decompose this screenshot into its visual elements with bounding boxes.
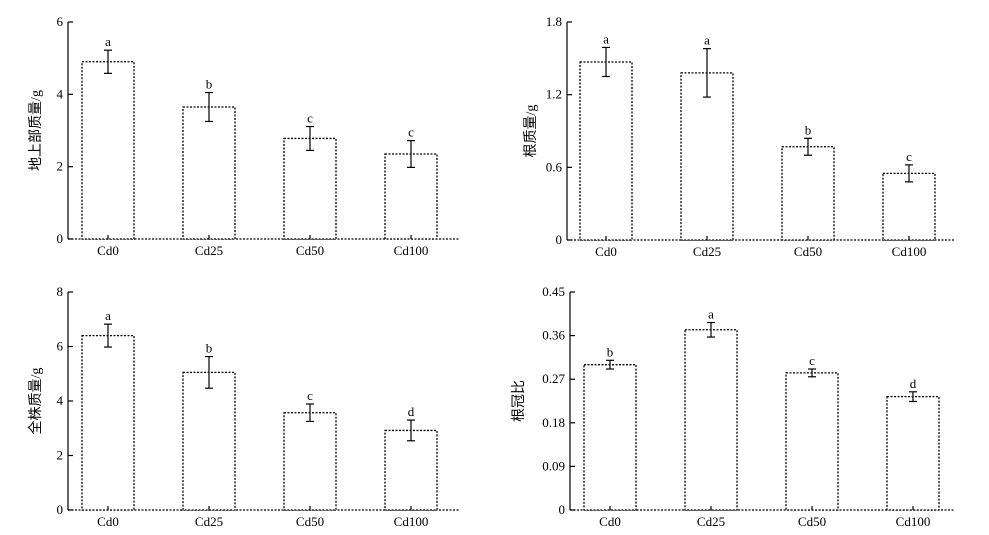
significance-label: b xyxy=(206,77,213,92)
bar xyxy=(182,106,236,240)
y-tick-label: 0.6 xyxy=(546,159,563,174)
y-axis-label: 地上部质量/g xyxy=(28,90,44,171)
significance-label: c xyxy=(809,353,815,368)
bar xyxy=(882,172,936,241)
bar xyxy=(684,329,738,511)
significance-label: c xyxy=(307,388,313,403)
significance-label: b xyxy=(805,122,812,137)
x-tick-label: Cd25 xyxy=(693,244,721,259)
y-tick-label: 0 xyxy=(57,231,64,246)
x-tick-label: Cd50 xyxy=(296,243,324,258)
chart-panel-4: 0 0.09 0.18 0.27 0.36 0.45 根冠比 b Cd0 a Cd25 c Cd50 d C… xyxy=(511,284,955,529)
x-tick-label: Cd25 xyxy=(697,514,725,529)
y-tick-label: 4 xyxy=(57,86,64,101)
significance-label: c xyxy=(307,111,313,126)
x-tick-label: Cd100 xyxy=(896,514,931,529)
y-tick-label: 8 xyxy=(57,284,64,299)
x-tick-label: Cd0 xyxy=(97,514,119,529)
y-tick-label: 0.36 xyxy=(542,328,565,343)
x-tick-label: Cd100 xyxy=(394,243,429,258)
y-tick-label: 0.45 xyxy=(542,284,565,299)
y-axis-label: 根冠比 xyxy=(511,380,527,422)
y-tick-label: 2 xyxy=(57,159,64,174)
x-tick-label: Cd25 xyxy=(195,514,223,529)
y-tick-label: 6 xyxy=(57,339,64,354)
bar xyxy=(81,61,135,240)
significance-label: d xyxy=(408,404,415,419)
significance-label: d xyxy=(910,376,917,391)
chart-panel-3: 0 2 4 6 8 全株质量/g a Cd0 b Cd25 c Cd50 d Cd100 xyxy=(27,284,460,529)
x-tick-label: Cd100 xyxy=(394,514,429,529)
bar xyxy=(81,334,135,511)
bar xyxy=(781,146,835,241)
x-tick-label: Cd25 xyxy=(195,243,223,258)
x-tick-label: Cd50 xyxy=(798,514,826,529)
y-tick-label: 4 xyxy=(57,393,64,408)
bar xyxy=(583,364,637,511)
y-tick-label: 0 xyxy=(57,502,64,517)
bar xyxy=(384,429,438,511)
significance-label: a xyxy=(603,31,609,46)
significance-label: c xyxy=(408,125,414,140)
x-tick-label: Cd100 xyxy=(892,244,927,259)
y-tick-label: 0.09 xyxy=(542,458,565,473)
x-tick-label: Cd0 xyxy=(97,243,119,258)
bar xyxy=(283,412,337,511)
chart-panel-1: 0 2 4 6 地上部质量/g a Cd0 b Cd25 c Cd50 c Cd100 xyxy=(28,14,460,258)
bar xyxy=(283,137,337,240)
significance-label: a xyxy=(105,34,111,49)
y-tick-label: 1.2 xyxy=(546,87,562,102)
significance-label: a xyxy=(105,308,111,323)
bar xyxy=(182,371,236,511)
y-tick-label: 0.18 xyxy=(542,415,565,430)
y-axis-label: 根质量/g xyxy=(523,105,539,158)
significance-label: a xyxy=(704,33,710,48)
bar xyxy=(886,395,940,511)
y-tick-label: 0 xyxy=(556,232,563,247)
x-tick-label: Cd0 xyxy=(599,514,621,529)
x-tick-label: Cd50 xyxy=(296,514,324,529)
bar xyxy=(579,61,633,241)
bar xyxy=(680,72,734,241)
significance-label: c xyxy=(906,149,912,164)
bar xyxy=(785,372,839,511)
y-tick-label: 0.27 xyxy=(542,371,565,386)
significance-label: b xyxy=(607,344,614,359)
significance-label: b xyxy=(206,341,213,356)
y-axis-label: 全株质量/g xyxy=(27,368,44,435)
y-tick-label: 0 xyxy=(559,502,566,517)
y-tick-label: 6 xyxy=(57,14,64,29)
y-tick-label: 1.8 xyxy=(546,14,562,29)
chart-panel-2: 0 0.6 1.2 1.8 根质量/g a Cd0 a Cd25 b Cd50 c Cd100 xyxy=(523,14,955,259)
significance-label: a xyxy=(708,307,714,322)
x-tick-label: Cd0 xyxy=(595,244,617,259)
x-tick-label: Cd50 xyxy=(794,244,822,259)
y-tick-label: 2 xyxy=(57,448,64,463)
